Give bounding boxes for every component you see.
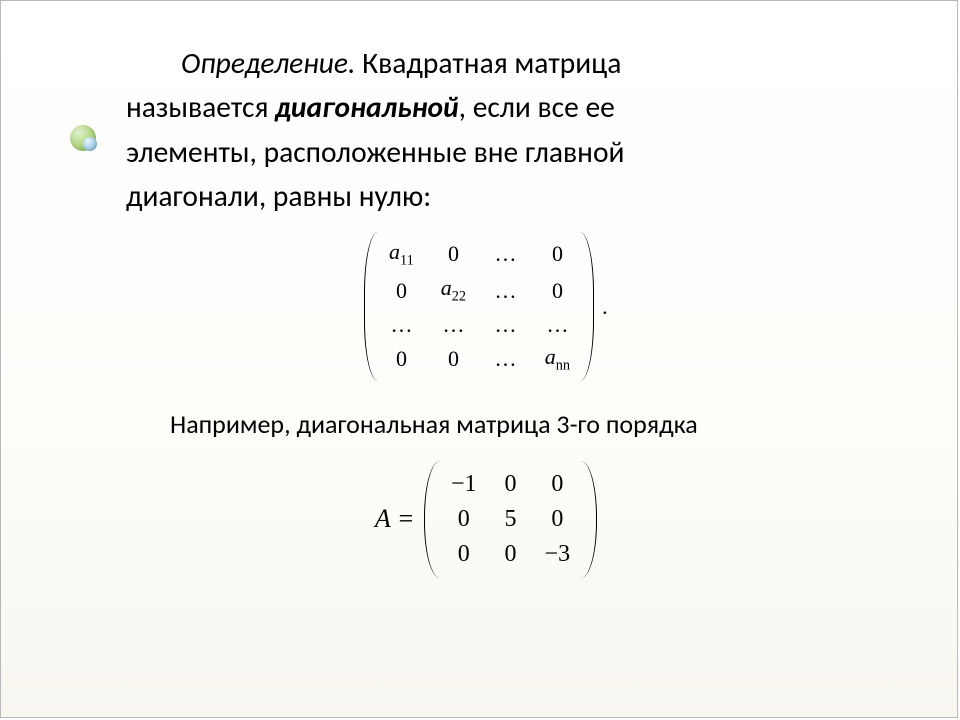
decorative-bullet — [70, 125, 98, 153]
matrix-cell: 0 — [491, 467, 531, 502]
matrix-example-body: −10005000−3 — [424, 461, 597, 578]
def-line4: диагонали, равны нулю: — [126, 178, 431, 214]
matrix-cell: a22 — [427, 272, 479, 308]
matrix-cell: 5 — [491, 502, 531, 537]
matrix-cell: −3 — [531, 537, 585, 572]
matrix-cell: … — [479, 236, 531, 272]
matrix-cell: a11 — [375, 236, 427, 272]
example-text: Например, диагональная матрица 3-го поря… — [170, 408, 698, 440]
matrix-cell: 0 — [437, 537, 491, 572]
definition-keyword: диагональной — [275, 89, 459, 125]
matrix-cell: 0 — [531, 236, 583, 272]
matrix-general-trailing: . — [598, 294, 608, 320]
matrix-cell: −1 — [437, 467, 491, 502]
example-paragraph: Например, диагональная матрица 3-го поря… — [126, 381, 846, 442]
matrix-example: A = −10005000−3 — [126, 443, 846, 578]
matrix-cell: 0 — [427, 236, 479, 272]
matrix-cell: … — [531, 309, 583, 341]
matrix-example-lhs: A = — [375, 504, 420, 534]
matrix-cell: 0 — [375, 341, 427, 377]
matrix-general: a110…00a22…0…………00…ann . — [126, 218, 846, 381]
matrix-cell: ann — [531, 341, 583, 377]
matrix-cell: … — [479, 272, 531, 308]
definition-lead: Определение. — [181, 45, 355, 81]
matrix-cell: 0 — [531, 272, 583, 308]
matrix-cell: 0 — [531, 502, 585, 537]
slide-content: Определение. Квадратная матрица называет… — [126, 41, 846, 578]
def-line2b: , если все ее — [459, 89, 615, 125]
def-line3: элементы, расположенные вне главной — [126, 134, 624, 170]
matrix-cell: 0 — [491, 537, 531, 572]
matrix-cell: 0 — [437, 502, 491, 537]
slide-frame: Определение. Квадратная матрица называет… — [0, 0, 958, 718]
matrix-cell: 0 — [531, 467, 585, 502]
matrix-cell: … — [479, 309, 531, 341]
matrix-general-body: a110…00a22…0…………00…ann — [364, 232, 594, 381]
matrix-cell: 0 — [427, 341, 479, 377]
def-line1-rest: Квадратная матрица — [355, 45, 621, 81]
matrix-cell: … — [375, 309, 427, 341]
matrix-cell: 0 — [375, 272, 427, 308]
matrix-cell: … — [427, 309, 479, 341]
matrix-cell: … — [479, 341, 531, 377]
def-line2a: называется — [126, 89, 275, 125]
definition-paragraph: Определение. Квадратная матрица называет… — [126, 41, 846, 218]
